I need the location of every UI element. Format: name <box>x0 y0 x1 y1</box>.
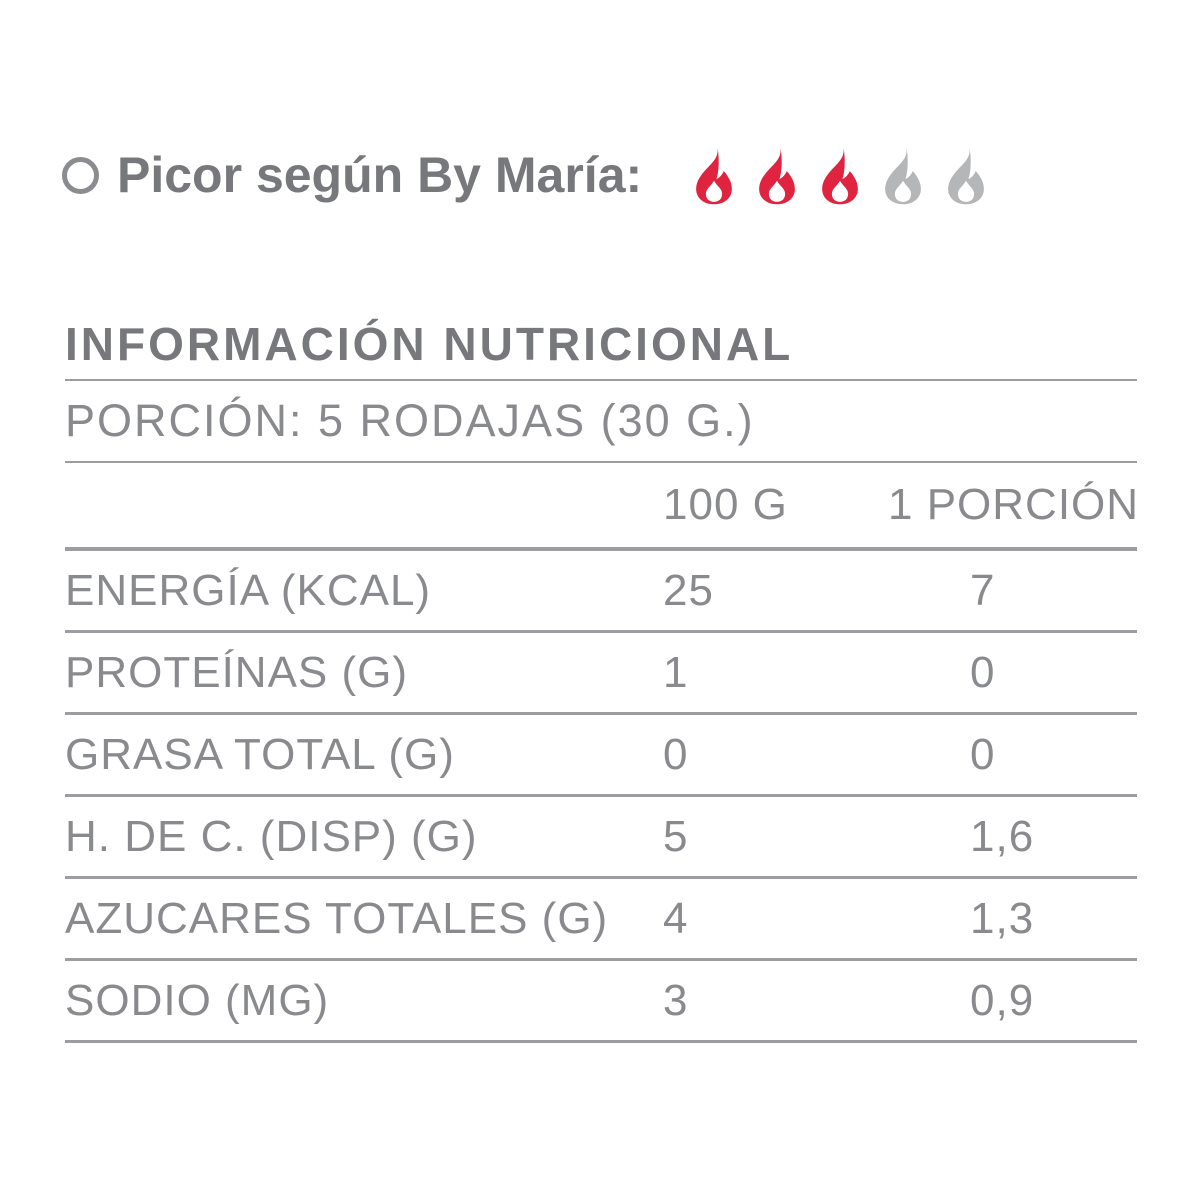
value-per-portion: 0 <box>970 729 996 779</box>
column-header-1porcion: 1 PORCIÓN <box>888 480 1140 529</box>
table-row: PROTEÍNAS (G) 1 0 <box>65 633 1137 715</box>
spice-rating-row: Picor según By María: <box>62 136 992 214</box>
nutrient-label: PROTEÍNAS (G) <box>65 647 409 697</box>
value-per-portion: 1,3 <box>970 893 1035 943</box>
spice-level-indicator <box>688 143 992 207</box>
portion-row: PORCIÓN: 5 RODAJAS (30 G.) <box>65 381 1137 463</box>
bullet-circle-icon <box>62 156 99 194</box>
spice-rating-label: Picor según By María: <box>117 147 643 203</box>
table-body: ENERGÍA (KCAL) 25 7 PROTEÍNAS (G) 1 0 GR… <box>65 551 1137 1043</box>
flame-icon <box>759 145 796 205</box>
nutrient-label: GRASA TOTAL (G) <box>65 729 455 779</box>
value-per-100g: 25 <box>663 565 714 615</box>
column-header-100g: 100 G <box>663 480 788 529</box>
value-per-portion: 0 <box>970 647 996 697</box>
nutrition-table-title: INFORMACIÓN NUTRICIONAL <box>65 316 1137 381</box>
value-per-100g: 5 <box>663 811 689 861</box>
value-per-100g: 1 <box>663 647 689 697</box>
value-per-portion: 0,9 <box>970 975 1035 1025</box>
nutrient-label: AZUCARES TOTALES (G) <box>65 893 609 943</box>
nutrient-label: SODIO (MG) <box>65 975 330 1025</box>
nutrient-label: ENERGÍA (KCAL) <box>65 565 432 615</box>
value-per-100g: 4 <box>663 893 689 943</box>
value-per-100g: 3 <box>663 975 689 1025</box>
flame-icon <box>696 145 733 205</box>
table-row: H. DE C. (DISP) (G) 5 1,6 <box>65 797 1137 879</box>
nutrition-table: INFORMACIÓN NUTRICIONAL PORCIÓN: 5 RODAJ… <box>65 316 1140 1043</box>
value-per-portion: 7 <box>970 565 996 615</box>
value-per-portion: 1,6 <box>970 811 1035 861</box>
flame-icon <box>885 145 922 205</box>
table-row: SODIO (MG) 3 0,9 <box>65 961 1137 1043</box>
table-row: ENERGÍA (KCAL) 25 7 <box>65 551 1137 633</box>
flame-icon <box>948 145 985 205</box>
flame-icon <box>822 145 859 205</box>
table-row: AZUCARES TOTALES (G) 4 1,3 <box>65 879 1137 961</box>
nutrient-label: H. DE C. (DISP) (G) <box>65 811 478 861</box>
table-row: GRASA TOTAL (G) 0 0 <box>65 715 1137 797</box>
value-per-100g: 0 <box>663 729 689 779</box>
table-header-row: 100 G 1 PORCIÓN <box>65 463 1140 551</box>
